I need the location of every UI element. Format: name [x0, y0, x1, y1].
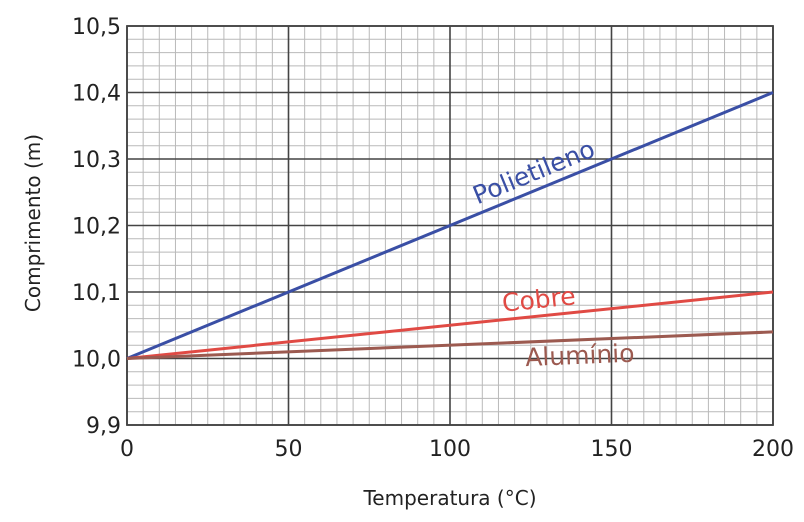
series-line-cobre: [126, 290, 774, 360]
y-axis-title: Comprimento (m): [21, 134, 45, 312]
x-tick-label: 150: [591, 437, 633, 462]
y-tick-label: 10,2: [72, 215, 121, 240]
y-tick-label: 9,9: [86, 414, 121, 439]
y-tick-label: 10,4: [72, 82, 121, 107]
y-tick-label: 10,0: [72, 348, 121, 373]
x-tick-label: 0: [120, 437, 134, 462]
y-tick-label: 10,3: [72, 148, 121, 173]
series-lines: [126, 91, 774, 360]
y-tick-label: 10,1: [72, 281, 121, 306]
series-line-polietileno: [126, 91, 774, 360]
x-tick-label: 50: [275, 437, 303, 462]
series-label-alumínio: Alumínio: [525, 339, 635, 372]
x-tick-labels: 0 50 100 150 200: [120, 437, 794, 462]
x-tick-label: 200: [752, 437, 794, 462]
x-tick-label: 100: [429, 437, 471, 462]
y-tick-label: 10,5: [72, 15, 121, 40]
x-axis-title: Temperatura (°C): [362, 486, 536, 510]
y-tick-labels: 9,9 10,0 10,1 10,2 10,3 10,4 10,5: [72, 15, 121, 439]
series-line-alumínio: [126, 330, 774, 360]
plot-frame: [126, 25, 774, 426]
